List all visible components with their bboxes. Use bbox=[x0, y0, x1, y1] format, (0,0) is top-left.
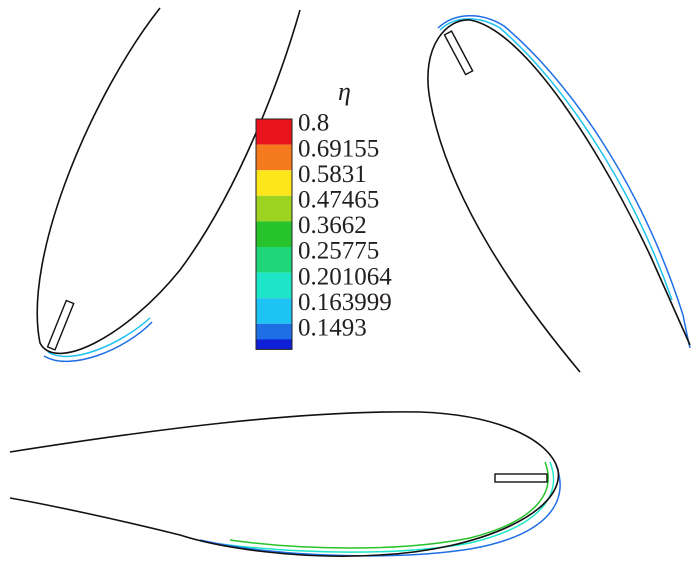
legend-label: 0.3662 bbox=[298, 212, 367, 239]
airfoil-top-left bbox=[36, 7, 301, 363]
legend-label: 0.47465 bbox=[298, 187, 379, 214]
color-swatch bbox=[256, 272, 292, 299]
outline bbox=[427, 19, 691, 373]
contour bbox=[47, 317, 151, 358]
plate bbox=[494, 473, 548, 483]
outline bbox=[36, 7, 301, 355]
legend-label: 0.8 bbox=[298, 110, 329, 137]
airfoil-top-right bbox=[427, 15, 691, 373]
color-swatch bbox=[256, 247, 292, 273]
airfoil-bottom bbox=[9, 411, 561, 557]
legend-label: 0.5831 bbox=[298, 161, 367, 188]
color-swatch bbox=[256, 119, 292, 145]
legend-label: 0.25775 bbox=[298, 238, 379, 265]
contour bbox=[437, 15, 691, 349]
contour bbox=[199, 464, 561, 557]
color-swatch bbox=[256, 195, 292, 222]
colorbar-frame bbox=[255, 118, 293, 350]
legend-label: 0.69155 bbox=[298, 135, 379, 162]
legend-label: 0.1493 bbox=[298, 315, 367, 342]
contour bbox=[219, 461, 555, 553]
legend: η 0.80.691550.58310.474650.36620.257750.… bbox=[255, 77, 392, 350]
outline bbox=[9, 411, 560, 557]
contour bbox=[439, 18, 673, 301]
color-swatch bbox=[256, 298, 292, 324]
legend-title: η bbox=[338, 77, 351, 106]
contour bbox=[43, 321, 153, 363]
color-swatch bbox=[256, 144, 292, 171]
color-swatch bbox=[256, 339, 292, 350]
color-swatch bbox=[256, 170, 292, 196]
contour bbox=[229, 461, 549, 549]
legend-label: 0.163999 bbox=[298, 289, 392, 316]
legend-label: 0.201064 bbox=[298, 263, 392, 290]
color-swatch bbox=[256, 221, 292, 247]
plate bbox=[443, 30, 474, 76]
plate bbox=[46, 299, 75, 351]
